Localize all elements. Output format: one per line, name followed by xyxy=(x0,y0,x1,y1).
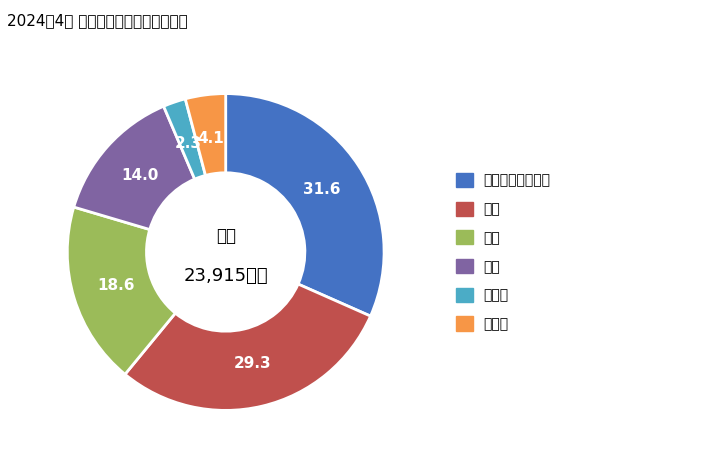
Wedge shape xyxy=(67,207,175,374)
Wedge shape xyxy=(125,284,371,410)
Text: 18.6: 18.6 xyxy=(97,278,135,293)
Text: 4.1: 4.1 xyxy=(197,130,224,146)
Text: 2024年4月 輸入相手国のシェア（％）: 2024年4月 輸入相手国のシェア（％） xyxy=(7,14,188,28)
Wedge shape xyxy=(164,99,205,179)
Text: 29.3: 29.3 xyxy=(234,356,271,371)
Legend: 南アフリカ共和国, 中国, 米国, タイ, ドイツ, その他: 南アフリカ共和国, 中国, 米国, タイ, ドイツ, その他 xyxy=(451,167,556,337)
Text: 31.6: 31.6 xyxy=(303,182,341,197)
Wedge shape xyxy=(226,94,384,316)
Text: 14.0: 14.0 xyxy=(122,168,159,183)
Text: 23,915万円: 23,915万円 xyxy=(183,267,268,285)
Text: 総額: 総額 xyxy=(215,227,236,245)
Wedge shape xyxy=(186,94,226,176)
Text: 2.3: 2.3 xyxy=(175,136,202,151)
Wedge shape xyxy=(74,106,194,230)
